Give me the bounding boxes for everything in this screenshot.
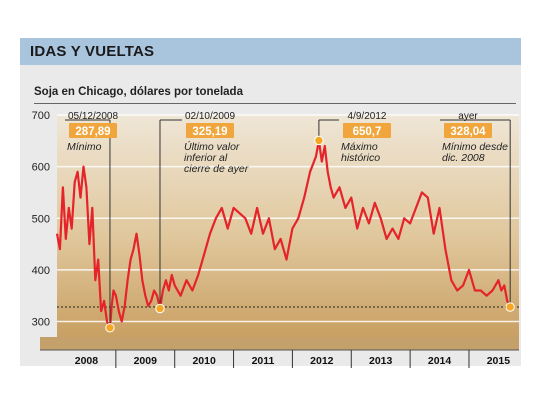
annotation-caption-line: Mínimo desde — [442, 141, 508, 153]
annotation-marker-max — [314, 135, 324, 146]
title-bar: IDAS Y VUELTAS — [20, 38, 521, 65]
annotation-date: 02/10/2009 — [185, 111, 235, 122]
x-tick-label: 2009 — [134, 355, 158, 367]
annotation-marker-min — [505, 302, 515, 312]
annotation-caption-line: inferior al — [184, 152, 228, 164]
x-tick-label: 2010 — [192, 355, 216, 367]
annotation-date: 05/12/2008 — [68, 111, 118, 122]
y-tick-label: 300 — [32, 317, 50, 329]
y-tick-label: 400 — [32, 265, 50, 277]
annotation-caption-line: cierre de ayer — [184, 163, 249, 175]
annotations-group: 05/12/2008 287,89 Mínimo 02/10/2009 325,19 Úl… — [65, 111, 515, 333]
chart-subtitle: Soja en Chicago, dólares por tonelada — [34, 86, 243, 98]
annotation-date: ayer — [458, 111, 478, 122]
annotation-value-box — [444, 123, 492, 138]
chart-title: IDAS Y VUELTAS — [30, 43, 155, 60]
x-tick-label: 2015 — [487, 355, 511, 367]
subtitle-divider — [34, 103, 516, 104]
series-group — [55, 139, 512, 329]
annotation-caption: Máximo histórico — [341, 141, 380, 164]
x-tick-label: 2012 — [310, 355, 334, 367]
annotation-caption: Mínimo — [67, 141, 102, 153]
grid-lines — [57, 114, 519, 323]
annotation-value: 325,19 — [192, 126, 227, 138]
x-axis: 2008 2009 2010 2011 2012 2013 2014 2015 — [40, 349, 519, 368]
annotation-caption: Último valor inferior al cierre de ayer — [184, 140, 249, 175]
annotation-marker-min — [105, 323, 115, 333]
x-tick-label: 2008 — [75, 355, 99, 367]
x-tick-label: 2014 — [428, 355, 452, 367]
annotation-marker-min — [155, 303, 165, 314]
annotation-date: 4/9/2012 — [348, 111, 387, 122]
price-line — [55, 139, 512, 329]
annotation-caption-line: Mínimo — [67, 141, 102, 153]
annotation-value: 650,7 — [353, 126, 382, 138]
y-tick-label: 600 — [32, 162, 50, 174]
x-tick-label: 2013 — [369, 355, 393, 367]
annotation-caption-line: histórico — [341, 152, 380, 164]
annotation-caption-line: dic. 2008 — [442, 152, 485, 164]
annotation-value-box — [186, 123, 234, 138]
annotation-value: 287,89 — [75, 126, 110, 138]
y-tick-label: 500 — [32, 213, 50, 225]
x-tick-label: 2011 — [252, 355, 275, 367]
annotation-caption-line: Último valor — [184, 140, 240, 153]
annotation-caption: Mínimo desde dic. 2008 — [442, 141, 508, 164]
annotation-value-box — [343, 123, 391, 138]
annotation-caption-line: Máximo — [341, 141, 378, 153]
y-axis-ticks: 300 400 500 600 700 — [32, 110, 50, 329]
plot-bottom-band — [40, 337, 519, 350]
annotation-value-box — [69, 123, 117, 138]
y-tick-label: 700 — [32, 110, 50, 122]
annotation-value: 328,04 — [450, 126, 486, 138]
